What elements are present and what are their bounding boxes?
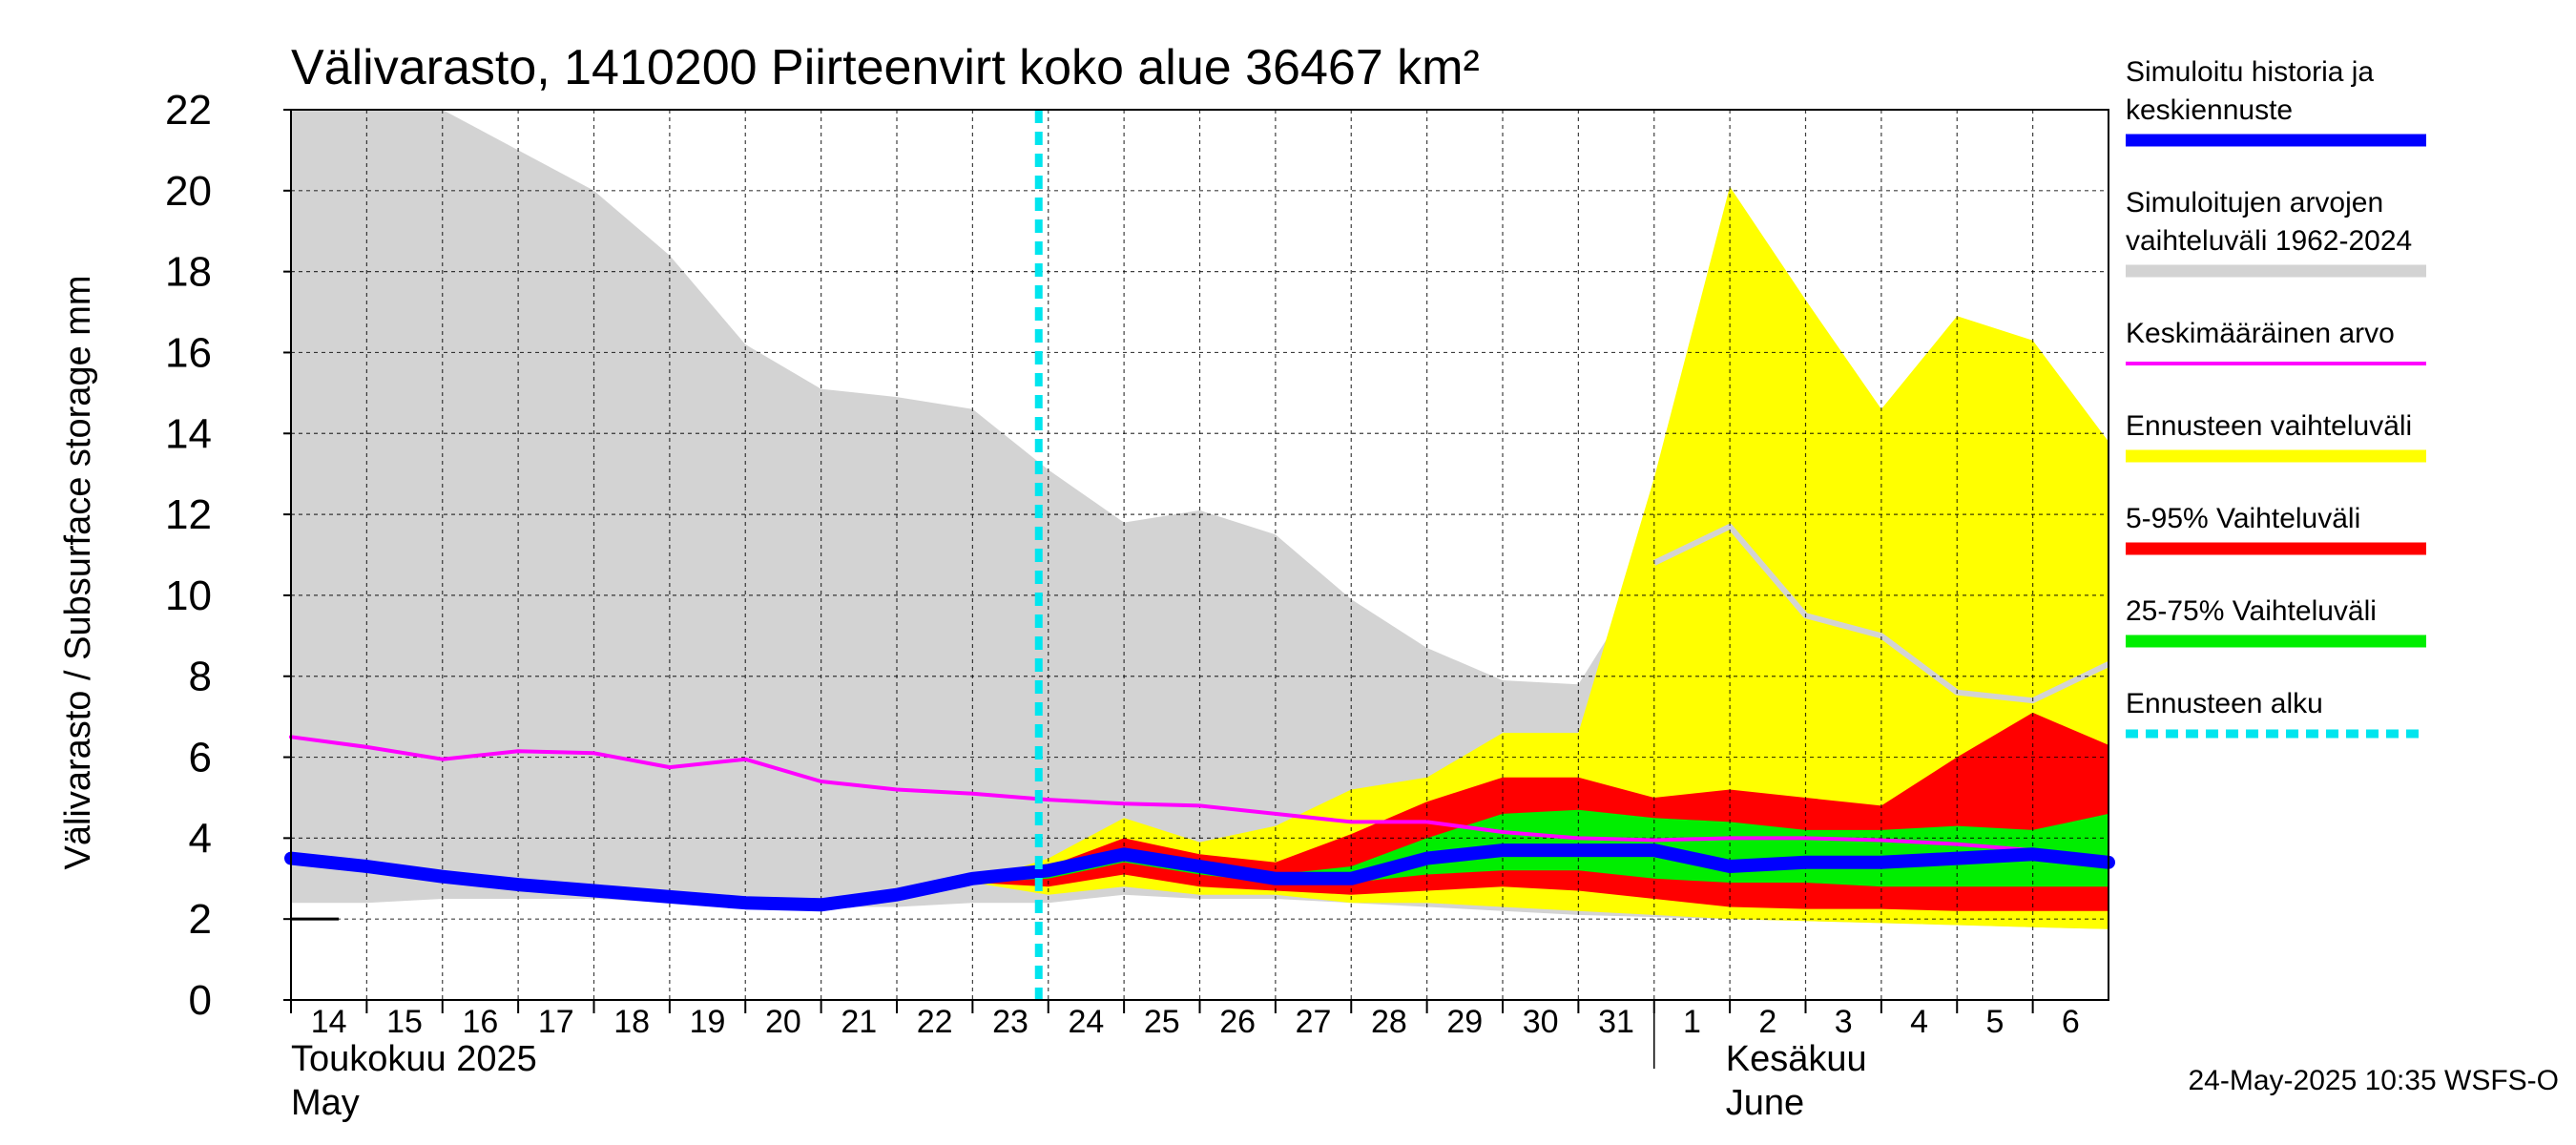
legend: Simuloitu historia jakeskiennusteSimuloi… [2126,56,2426,739]
y-tick-label: 0 [189,977,212,1024]
x-tick-label: 3 [1835,1004,1853,1040]
legend-item-simuloitu-historia-ja-keskiennuste: Simuloitu historia ja keskiennuste [2126,56,2426,147]
legend-item-label: 25-75% Vaihteluväli [2126,595,2377,627]
y-axis-label: Välivarasto / Subsurface storage mm [58,275,98,869]
timestamp-label: 24-May-2025 10:35 WSFS-O [2189,1065,2560,1096]
x-tick-label: 29 [1446,1004,1483,1040]
month-label-en: May [291,1083,360,1123]
legend-item-label: vaihteluväli 1962-2024 [2126,225,2412,257]
legend-item-label: Ennusteen alku [2126,688,2323,719]
x-tick-label: 24 [1069,1004,1105,1040]
legend-item-label: Simuloitujen arvojen [2126,187,2383,219]
legend-item-label: Keskimääräinen arvo [2126,318,2395,349]
x-tick-label: 2 [1758,1004,1776,1040]
x-tick-label: 21 [841,1004,877,1040]
x-tick-label: 15 [386,1004,423,1040]
y-tick-label: 6 [189,735,212,781]
band-ennusteen-vaihteluvali [972,186,2109,929]
line-keskimaarainen-arvo [289,735,2110,861]
legend-item-label: keskiennuste [2126,94,2293,126]
y-tick-label: 14 [165,410,212,457]
legend-item-25-75-vaihteluvali: 25-75% Vaihteluväli [2126,595,2426,648]
month-label: Kesäkuu [1726,1039,1867,1079]
x-tick-label: 27 [1296,1004,1332,1040]
x-tick-label: 4 [1910,1004,1928,1040]
y-axis: 0 2 4 6 8 10 12 14 16 18 20 22 [165,87,339,1024]
x-tick-label: 16 [463,1004,499,1040]
legend-item-label: 5-95% Vaihteluväli [2126,503,2360,534]
x-tick-label: 5 [1985,1004,2004,1040]
x-tick-label: 19 [690,1004,726,1040]
y-tick-label: 4 [189,815,212,862]
x-tick-label: 26 [1219,1004,1256,1040]
x-tick-label: 30 [1523,1004,1559,1040]
x-axis: 14 15 16 17 18 19 20 21 22 23 24 25 26 27 28 29 30 31 1 2 3 4… [290,1000,2080,1123]
x-tick-label: 31 [1598,1004,1634,1040]
legend-item-ennusteen-vaihteluvali: Ennusteen vaihteluväli [2126,410,2426,463]
y-tick-label: 12 [165,491,212,538]
x-tick-label: 1 [1683,1004,1701,1040]
month-label: Toukokuu 2025 [291,1039,537,1079]
month-label-en: June [1726,1083,1804,1123]
x-tick-label: 18 [613,1004,650,1040]
plot-area [284,109,2115,1001]
x-tick-label: 6 [2062,1004,2080,1040]
x-tick-label: 17 [538,1004,574,1040]
legend-item-keskimaarainen-arvo: Keskimääräinen arvo [2126,318,2426,365]
x-tick-label: 20 [765,1004,801,1040]
x-tick-label: 14 [311,1004,347,1040]
y-tick-label: 2 [189,896,212,943]
y-tick-label: 18 [165,249,212,296]
y-tick-label: 10 [165,572,212,619]
legend-item-label: Simuloitu historia ja [2126,56,2374,88]
line-simuloitu-historia-ja-keskiennuste [284,843,2115,912]
legend-item-label: Ennusteen vaihteluväli [2126,410,2412,442]
y-tick-label: 20 [165,168,212,215]
legend-item-simuloitujen-arvojen-vaihteluvali-1962-2024: Simuloitujen arvojen vaihteluväli 1962-20… [2126,187,2426,278]
x-tick-label: 28 [1371,1004,1407,1040]
y-tick-label: 8 [189,654,212,700]
x-tick-label: 25 [1144,1004,1180,1040]
y-tick-label: 16 [165,329,212,376]
x-tick-label: 22 [917,1004,953,1040]
chart-title: Välivarasto, 1410200 Piirteenvirt koko a… [291,40,1480,95]
x-tick-label: 23 [992,1004,1028,1040]
y-tick-label: 22 [165,87,212,134]
legend-item-ennusteen-alku: Ennusteen alku [2126,688,2426,739]
legend-item-5-95-vaihteluvali: 5-95% Vaihteluväli [2126,503,2426,555]
